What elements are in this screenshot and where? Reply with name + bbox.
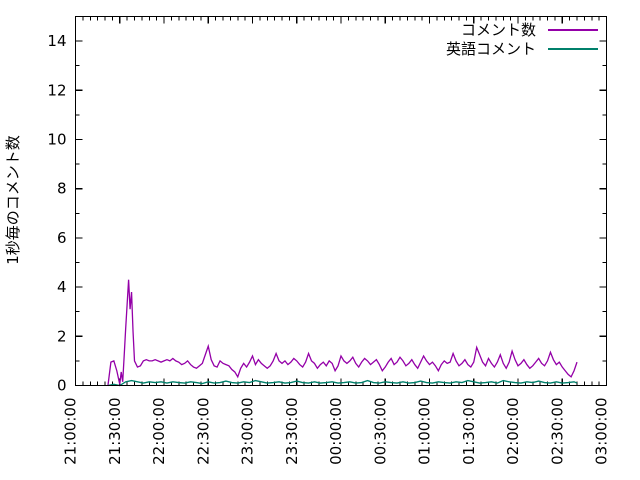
x-tick-label: 00:30:00 (371, 398, 389, 465)
x-tick-label: 01:30:00 (460, 398, 478, 465)
x-tick-label: 02:30:00 (548, 398, 566, 465)
legend-label: コメント数 (461, 21, 536, 39)
y-tick-label: 0 (57, 377, 67, 395)
x-tick-label: 23:00:00 (239, 398, 257, 465)
x-tick-label: 00:00:00 (327, 398, 345, 465)
y-tick-label: 6 (57, 229, 67, 247)
x-tick-label: 23:30:00 (283, 398, 301, 465)
y-tick-label: 2 (57, 327, 67, 345)
x-tick-label: 22:00:00 (150, 398, 168, 465)
x-tick-label: 22:30:00 (194, 398, 212, 465)
y-tick-label: 14 (47, 32, 66, 50)
y-tick-label: 8 (57, 180, 67, 198)
y-tick-label: 12 (47, 81, 66, 99)
series-lines (107, 279, 578, 387)
legend-label: 英語コメント (446, 40, 536, 58)
y-tick-label: 10 (47, 131, 66, 149)
x-tick-label: 01:00:00 (416, 398, 434, 465)
x-tick-label: 21:00:00 (62, 398, 80, 465)
x-axis-tick-labels: 21:00:00 21:30:00 22:00:00 22:30:00 23:00:00… (62, 398, 611, 465)
series-line-english-comment (107, 379, 578, 387)
y-axis-label: 1秒毎のコメント数 (4, 135, 22, 265)
series-line-comment-count (107, 279, 578, 386)
plot-frame (74, 15, 608, 387)
x-tick-label: 21:30:00 (106, 398, 124, 465)
y-tick-label: 4 (57, 278, 67, 296)
y-axis-tick-labels: 0 2 4 6 8 10 12 14 (47, 32, 66, 394)
x-tick-label: 03:00:00 (593, 398, 611, 465)
x-tick-label: 02:00:00 (504, 398, 522, 465)
